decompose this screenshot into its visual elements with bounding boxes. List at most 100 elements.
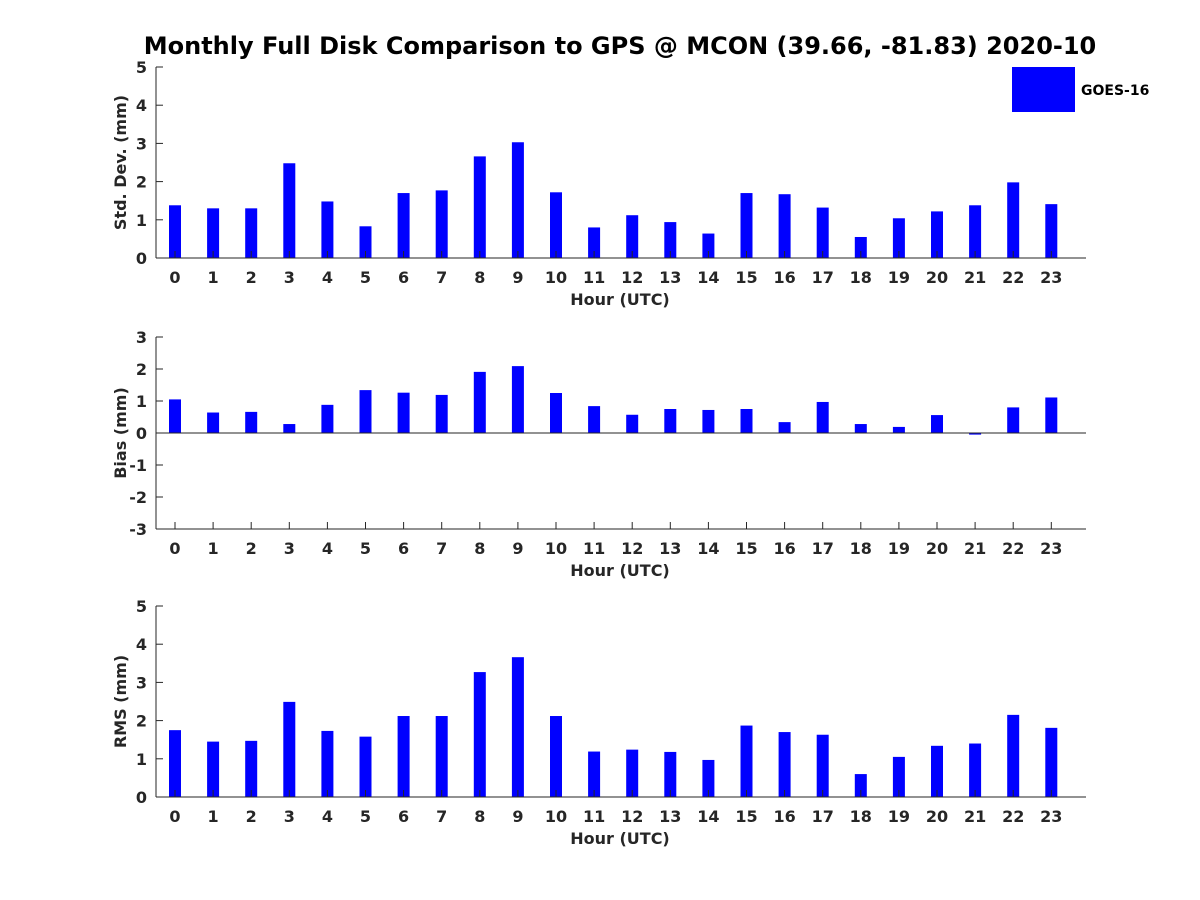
std-dev-x-tick-label: 4 [322, 268, 333, 287]
std-dev-x-tick-label: 7 [436, 268, 447, 287]
bias-x-tick-label: 15 [735, 539, 757, 558]
std-dev-bar-hour-14 [702, 233, 715, 258]
rms-y-axis-label: RMS (mm) [111, 655, 130, 748]
std-dev-x-tick-label: 10 [545, 268, 567, 287]
std-dev-bar-hour-0 [169, 205, 181, 258]
bias-y-tick-label: -2 [129, 488, 147, 507]
std-dev-y-tick-label: 2 [136, 173, 147, 192]
bias-x-tick-label: 23 [1040, 539, 1062, 558]
bias-bar-hour-23 [1045, 397, 1058, 433]
legend-label: GOES-16 [1081, 83, 1149, 99]
bias-x-tick-label: 11 [583, 539, 605, 558]
rms-x-tick-label: 15 [735, 807, 757, 826]
std-dev-x-tick-label: 17 [812, 268, 834, 287]
std-dev-bar-hour-21 [969, 205, 982, 258]
rms-bar-hour-8 [473, 672, 486, 797]
std-dev-x-tick-label: 21 [964, 268, 986, 287]
rms-x-axis-label: Hour (UTC) [570, 829, 670, 848]
figure-title: Monthly Full Disk Comparison to GPS @ MC… [144, 32, 1097, 60]
bias-x-tick-label: 8 [474, 539, 485, 558]
bias-x-tick-label: 22 [1002, 539, 1024, 558]
rms-y-tick-label: 2 [136, 712, 147, 731]
legend: GOES-16 [1012, 67, 1149, 112]
rms-x-tick-label: 18 [850, 807, 872, 826]
rms-y-tick-label: 3 [136, 673, 147, 692]
bias-bar-hour-5 [359, 390, 372, 433]
bias-bar-hour-19 [892, 426, 905, 433]
bias-x-tick-label: 10 [545, 539, 567, 558]
rms-x-tick-label: 21 [964, 807, 986, 826]
bias-bar-hour-20 [931, 415, 943, 433]
std-dev-x-tick-label: 15 [735, 268, 757, 287]
bias-x-tick-label: 20 [926, 539, 948, 558]
rms-bar-hour-23 [1045, 727, 1058, 797]
rms-x-tick-label: 11 [583, 807, 605, 826]
rms-y-tick-label: 4 [136, 635, 147, 654]
rms-bar-hour-4 [321, 730, 334, 797]
rms-x-tick-label: 9 [512, 807, 523, 826]
std-dev-x-tick-label: 20 [926, 268, 948, 287]
std-dev-bar-hour-22 [1007, 182, 1020, 258]
std-dev-bar-hour-3 [283, 163, 296, 258]
rms-bar-hour-22 [1007, 714, 1020, 797]
std-dev-bar-hour-7 [435, 190, 448, 258]
bias-x-tick-label: 17 [812, 539, 834, 558]
rms-x-tick-label: 10 [545, 807, 567, 826]
rms-x-tick-label: 23 [1040, 807, 1062, 826]
bias-bar-hour-4 [321, 404, 334, 433]
bias-x-tick-label: 13 [659, 539, 681, 558]
std-dev-y-tick-label: 0 [136, 249, 147, 268]
std-dev-bar-hour-18 [854, 236, 867, 258]
bias-bar-hour-9 [511, 366, 524, 433]
std-dev-bar-hour-12 [626, 215, 639, 258]
rms-bar-hour-11 [588, 751, 601, 797]
bias-y-tick-label: 2 [136, 360, 147, 379]
std-dev-x-tick-label: 12 [621, 268, 643, 287]
rms-x-tick-label: 13 [659, 807, 681, 826]
std-dev-bar-hour-19 [892, 218, 905, 258]
rms-bar-hour-6 [397, 716, 410, 797]
rms-bar-hour-21 [969, 743, 982, 797]
std-dev-x-axis-label: Hour (UTC) [570, 290, 670, 309]
rms-bar-hour-14 [702, 759, 715, 797]
bias-bar-hour-8 [473, 371, 486, 433]
std-dev-x-tick-label: 18 [850, 268, 872, 287]
rms-bar-hour-9 [511, 657, 524, 797]
rms-bar-hour-16 [778, 732, 791, 797]
bias-bar-hour-21 [969, 433, 982, 435]
bias-y-tick-label: -1 [129, 456, 147, 475]
std-dev-y-axis-label: Std. Dev. (mm) [111, 95, 130, 230]
rms-bar-hour-0 [169, 730, 181, 797]
std-dev-bar-hour-4 [321, 201, 334, 258]
bias-bar-hour-11 [588, 406, 601, 433]
bias-x-tick-label: 0 [169, 539, 180, 558]
bias-bar-hour-12 [626, 414, 639, 433]
rms-y-tick-label: 0 [136, 788, 147, 807]
std-dev-x-tick-label: 9 [512, 268, 523, 287]
bias-bar-hour-1 [207, 412, 220, 433]
bias-x-tick-label: 9 [512, 539, 523, 558]
bias-x-tick-label: 5 [360, 539, 371, 558]
std-dev-x-tick-label: 22 [1002, 268, 1024, 287]
rms-x-tick-label: 6 [398, 807, 409, 826]
std-dev-bar-hour-9 [511, 142, 524, 258]
bias-x-tick-label: 12 [621, 539, 643, 558]
rms-x-tick-label: 2 [246, 807, 257, 826]
rms-x-tick-label: 14 [697, 807, 719, 826]
std-dev-x-tick-label: 11 [583, 268, 605, 287]
rms-bar-hour-17 [816, 734, 829, 797]
rms-bar-hour-18 [854, 774, 867, 797]
bias-bar-hour-14 [702, 409, 715, 433]
bias-bar-hour-0 [169, 399, 181, 433]
bias-x-tick-label: 16 [773, 539, 795, 558]
std-dev-bar-hour-13 [664, 222, 677, 258]
bias-y-tick-label: 3 [136, 328, 147, 347]
bias-bar-hour-22 [1007, 407, 1020, 433]
std-dev-x-tick-label: 19 [888, 268, 910, 287]
std-dev-y-tick-label: 3 [136, 134, 147, 153]
std-dev-bar-hour-16 [778, 194, 791, 258]
